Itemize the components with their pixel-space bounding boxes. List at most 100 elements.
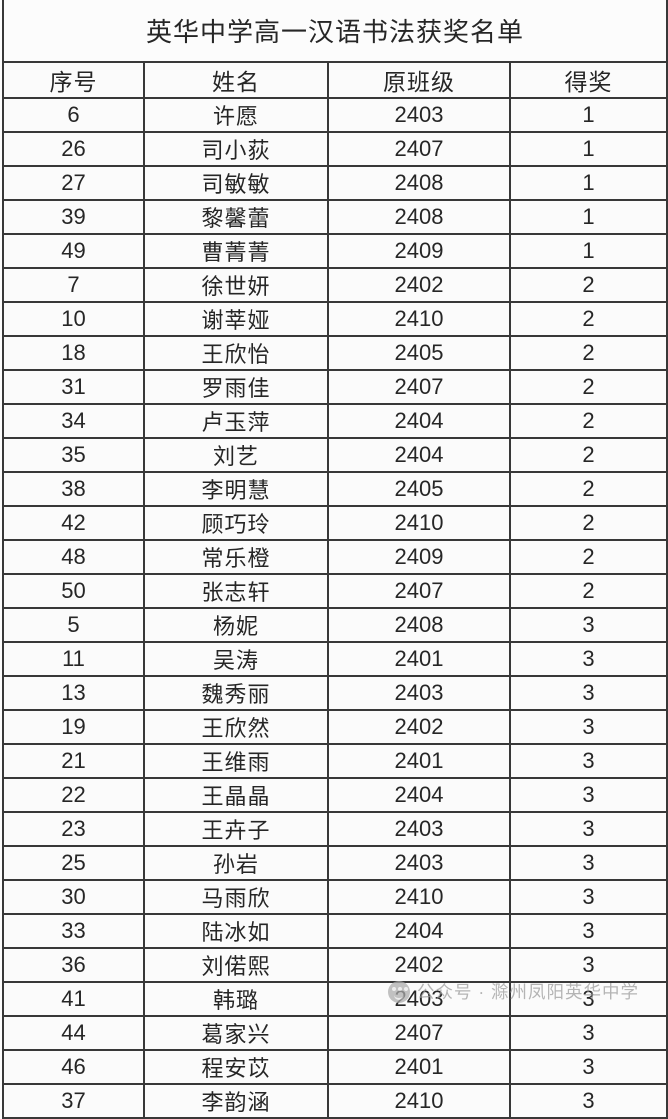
- table-row: 21 王维雨 2401 3: [2, 743, 668, 779]
- column-header-name: 姓名: [143, 61, 329, 99]
- cell-name: 黎馨蕾: [143, 199, 329, 235]
- table-row: 13 魏秀丽 2403 3: [2, 675, 668, 711]
- cell-seq: 50: [2, 573, 145, 609]
- cell-class: 2405: [327, 471, 511, 507]
- cell-seq: 39: [2, 199, 145, 235]
- cell-seq: 18: [2, 335, 145, 371]
- cell-seq: 25: [2, 845, 145, 881]
- cell-seq: 19: [2, 709, 145, 745]
- cell-award: 3: [508, 743, 668, 779]
- cell-class: 2410: [327, 1083, 511, 1119]
- table-row: 26 司小荻 2407 1: [2, 131, 668, 167]
- cell-award: 2: [508, 267, 668, 303]
- table-row: 11 吴涛 2401 3: [2, 641, 668, 677]
- table-row: 27 司敏敏 2408 1: [2, 165, 668, 201]
- cell-name: 魏秀丽: [143, 675, 329, 711]
- cell-name: 许愿: [143, 97, 329, 133]
- cell-name: 王卉子: [143, 811, 329, 847]
- cell-award: 1: [508, 131, 668, 167]
- cell-name: 刘偌熙: [143, 947, 329, 983]
- cell-award: 2: [508, 403, 668, 439]
- column-header-seq: 序号: [2, 61, 145, 99]
- table-body: 6 许愿 2403 1 26 司小荻 2407 1 27 司敏敏 2408 1 39 黎馨蕾 2408 1 49…: [2, 97, 668, 1119]
- cell-award: 2: [508, 369, 668, 405]
- cell-seq: 11: [2, 641, 145, 677]
- cell-name: 王晶晶: [143, 777, 329, 813]
- cell-name: 王欣怡: [143, 335, 329, 371]
- cell-name: 常乐橙: [143, 539, 329, 575]
- table-row: 41 韩璐 2403 3: [2, 981, 668, 1017]
- cell-award: 3: [508, 709, 668, 745]
- table-row: 22 王晶晶 2404 3: [2, 777, 668, 813]
- table-row: 34 卢玉萍 2404 2: [2, 403, 668, 439]
- cell-name: 顾巧玲: [143, 505, 329, 541]
- cell-award: 2: [508, 471, 668, 507]
- header-row: 序号 姓名 原班级 得奖: [2, 61, 668, 99]
- table-row: 18 王欣怡 2405 2: [2, 335, 668, 371]
- cell-name: 王维雨: [143, 743, 329, 779]
- table-row: 48 常乐橙 2409 2: [2, 539, 668, 575]
- cell-award: 1: [508, 97, 668, 133]
- cell-award: 3: [508, 1049, 668, 1085]
- cell-seq: 37: [2, 1083, 145, 1119]
- cell-award: 2: [508, 301, 668, 337]
- cell-class: 2404: [327, 437, 511, 473]
- cell-class: 2407: [327, 131, 511, 167]
- cell-seq: 23: [2, 811, 145, 847]
- cell-seq: 36: [2, 947, 145, 983]
- table-row: 42 顾巧玲 2410 2: [2, 505, 668, 541]
- cell-name: 马雨欣: [143, 879, 329, 915]
- cell-name: 葛家兴: [143, 1015, 329, 1051]
- cell-award: 3: [508, 1083, 668, 1119]
- cell-name: 韩璐: [143, 981, 329, 1017]
- cell-seq: 21: [2, 743, 145, 779]
- cell-seq: 10: [2, 301, 145, 337]
- cell-award: 3: [508, 811, 668, 847]
- cell-seq: 26: [2, 131, 145, 167]
- cell-seq: 13: [2, 675, 145, 711]
- cell-seq: 35: [2, 437, 145, 473]
- cell-class: 2404: [327, 403, 511, 439]
- table-row: 49 曹菁菁 2409 1: [2, 233, 668, 269]
- cell-class: 2403: [327, 97, 511, 133]
- cell-award: 2: [508, 437, 668, 473]
- cell-seq: 7: [2, 267, 145, 303]
- table-row: 10 谢莘娅 2410 2: [2, 301, 668, 337]
- cell-name: 卢玉萍: [143, 403, 329, 439]
- cell-award: 2: [508, 505, 668, 541]
- cell-award: 2: [508, 335, 668, 371]
- table-row: 31 罗雨佳 2407 2: [2, 369, 668, 405]
- cell-class: 2404: [327, 777, 511, 813]
- page-title: 英华中学高一汉语书法获奖名单: [1, 0, 668, 63]
- cell-name: 罗雨佳: [143, 369, 329, 405]
- cell-award: 3: [508, 1015, 668, 1051]
- cell-class: 2401: [327, 1049, 511, 1085]
- cell-class: 2401: [327, 743, 511, 779]
- table-row: 44 葛家兴 2407 3: [2, 1015, 668, 1051]
- cell-name: 杨妮: [143, 607, 329, 643]
- cell-class: 2409: [327, 233, 511, 269]
- cell-award: 3: [508, 675, 668, 711]
- table-row: 7 徐世妍 2402 2: [2, 267, 668, 303]
- cell-name: 谢莘娅: [143, 301, 329, 337]
- cell-class: 2410: [327, 301, 511, 337]
- cell-class: 2403: [327, 845, 511, 881]
- table-row: 37 李韵涵 2410 3: [2, 1083, 668, 1119]
- cell-name: 陆冰如: [143, 913, 329, 949]
- cell-seq: 38: [2, 471, 145, 507]
- column-header-award: 得奖: [508, 61, 668, 99]
- cell-seq: 46: [2, 1049, 145, 1085]
- cell-class: 2410: [327, 505, 511, 541]
- cell-name: 李明慧: [143, 471, 329, 507]
- cell-seq: 34: [2, 403, 145, 439]
- column-header-class: 原班级: [327, 61, 511, 99]
- cell-class: 2403: [327, 811, 511, 847]
- table-row: 30 马雨欣 2410 3: [2, 879, 668, 915]
- table-row: 25 孙岩 2403 3: [2, 845, 668, 881]
- cell-seq: 31: [2, 369, 145, 405]
- cell-class: 2408: [327, 199, 511, 235]
- cell-class: 2408: [327, 607, 511, 643]
- cell-seq: 48: [2, 539, 145, 575]
- cell-seq: 41: [2, 981, 145, 1017]
